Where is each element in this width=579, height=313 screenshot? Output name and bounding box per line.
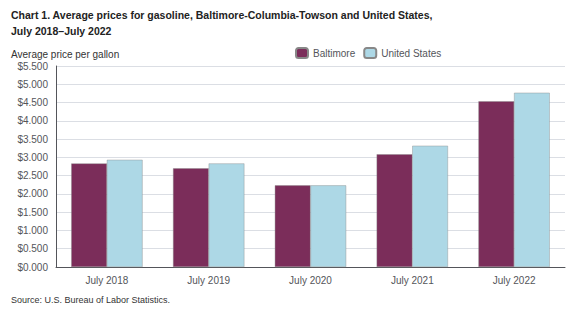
svg-text:July 2018–July 2022: July 2018–July 2022: [11, 25, 112, 37]
svg-text:Chart 1. Average prices for ga: Chart 1. Average prices for gasoline, Ba…: [11, 9, 433, 21]
svg-text:$0.000: $0.000: [17, 262, 48, 273]
svg-text:July 2021: July 2021: [391, 275, 434, 286]
svg-text:$1.500: $1.500: [17, 207, 48, 218]
svg-text:$4.500: $4.500: [17, 97, 48, 108]
svg-text:United States: United States: [381, 48, 441, 59]
svg-text:Baltimore: Baltimore: [313, 48, 356, 59]
svg-text:$1.000: $1.000: [17, 225, 48, 236]
svg-text:$2.000: $2.000: [17, 188, 48, 199]
svg-text:$2.500: $2.500: [17, 170, 48, 181]
svg-text:Average price per gallon: Average price per gallon: [11, 49, 119, 60]
svg-text:July 2018: July 2018: [85, 275, 128, 286]
svg-text:July 2019: July 2019: [187, 275, 230, 286]
svg-text:$3.000: $3.000: [17, 152, 48, 163]
svg-text:$0.500: $0.500: [17, 243, 48, 254]
svg-text:Source: U.S. Bureau of Labor S: Source: U.S. Bureau of Labor Statistics.: [11, 295, 170, 305]
svg-text:$3.500: $3.500: [17, 134, 48, 145]
svg-text:$4.000: $4.000: [17, 115, 48, 126]
svg-text:$5.000: $5.000: [17, 79, 48, 90]
svg-text:$5.500: $5.500: [17, 61, 48, 72]
svg-text:July 2022: July 2022: [493, 275, 536, 286]
svg-text:July 2020: July 2020: [289, 275, 332, 286]
